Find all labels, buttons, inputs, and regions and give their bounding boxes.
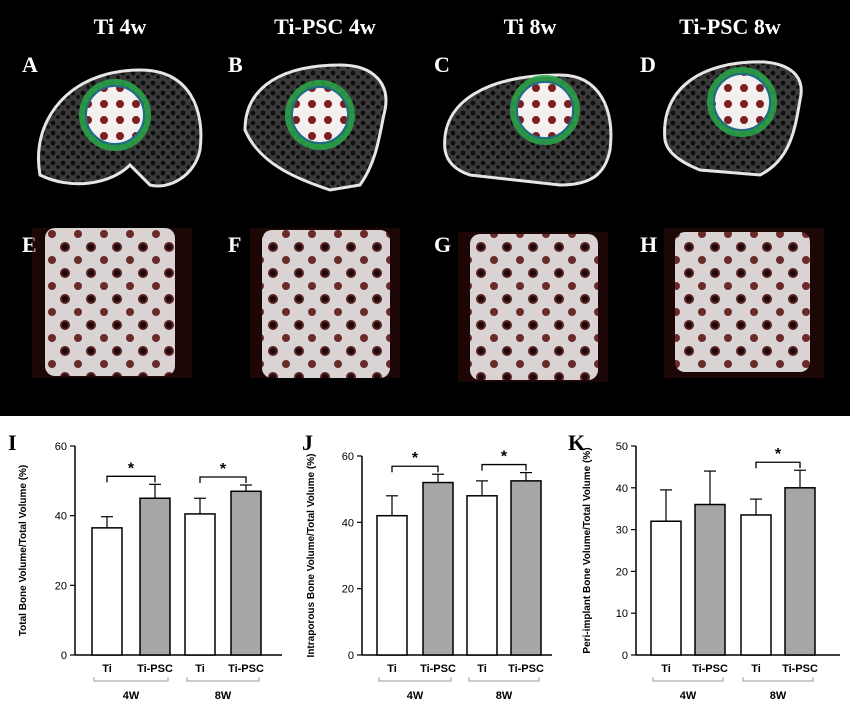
chart-letter-j: J — [302, 430, 313, 455]
y-tick-label: 60 — [342, 451, 354, 463]
group-label: 8W — [770, 690, 787, 702]
group-label: 4W — [680, 690, 697, 702]
x-tick-label: Ti-PSC — [508, 663, 544, 675]
column-title-ti-psc-4w: Ti-PSC 4w — [274, 14, 376, 39]
y-tick-label: 40 — [55, 511, 67, 523]
group-label: 8W — [496, 690, 513, 702]
y-axis-label: Intraporous Bone Volume/Total Volume (%) — [306, 454, 317, 658]
group-bracket — [186, 677, 260, 682]
bar — [650, 520, 682, 656]
bar — [510, 480, 542, 656]
panel-letter-f: F — [228, 232, 242, 257]
group-bracket — [378, 677, 452, 682]
y-tick-label: 40 — [342, 517, 354, 529]
group-bracket — [742, 677, 814, 682]
y-tick-label: 30 — [616, 525, 628, 537]
column-title-ti-8w: Ti 8w — [503, 14, 557, 39]
bar — [694, 503, 726, 656]
y-axis-label: Total Bone Volume/Total Volume (%) — [18, 465, 29, 636]
ct-section-a — [37, 68, 203, 188]
bar — [784, 487, 816, 656]
scaffold-render-f — [250, 228, 400, 378]
significance-bracket — [755, 461, 801, 469]
x-tick-label: Ti — [195, 663, 205, 675]
panel-letter-g: G — [434, 232, 452, 257]
significance-marker: * — [128, 460, 135, 477]
x-tick-label: Ti-PSC — [420, 663, 456, 675]
chart-letter-k: K — [568, 430, 586, 455]
column-title-ti-psc-8w: Ti-PSC 8w — [679, 14, 781, 39]
significance-marker: * — [220, 461, 227, 478]
significance-marker: * — [412, 450, 419, 467]
column-title-ti-4w: Ti 4w — [93, 14, 147, 39]
y-tick-label: 20 — [55, 580, 67, 592]
ct-section-c — [443, 73, 613, 187]
x-tick-label: Ti-PSC — [228, 663, 264, 675]
y-tick-label: 20 — [342, 584, 354, 596]
panel-letter-a: A — [22, 52, 38, 77]
y-tick-label: 20 — [616, 566, 628, 578]
x-tick-label: Ti-PSC — [137, 663, 173, 675]
x-tick-label: Ti — [661, 663, 671, 675]
ct-section-b — [243, 63, 388, 192]
panel-letter-h: H — [640, 232, 658, 257]
bar — [422, 481, 454, 656]
y-tick-label: 0 — [622, 650, 628, 662]
group-bracket — [652, 677, 724, 682]
chart-total-bone-volume: 0 20 40 60 Total Bone Volume/Total Volume (%… — [18, 441, 282, 702]
panel-letter-d: D — [640, 52, 656, 77]
y-tick-label: 10 — [616, 608, 628, 620]
chart-intraporous-bone-volume: 0 20 40 60 Intraporous Bone Volume/Total Vol… — [306, 449, 552, 702]
bar — [230, 490, 262, 656]
x-tick-label: Ti — [751, 663, 761, 675]
bar — [184, 513, 216, 656]
ct-section-d — [663, 60, 803, 177]
x-tick-label: Ti-PSC — [692, 663, 728, 675]
significance-bracket — [391, 465, 439, 473]
scaffold-render-e — [32, 228, 192, 378]
group-bracket — [93, 677, 169, 682]
y-tick-label: 0 — [61, 650, 67, 662]
x-tick-label: Ti — [477, 663, 487, 675]
significance-bracket — [106, 475, 156, 483]
y-tick-label: 60 — [55, 441, 67, 453]
bar — [466, 495, 498, 656]
y-axis-label: Peri-implant Bone Volume/Total Volume (%… — [582, 447, 593, 653]
bar — [376, 514, 408, 656]
y-tick-label: 50 — [616, 441, 628, 453]
bar — [740, 514, 772, 656]
significance-marker: * — [775, 446, 782, 463]
group-label: 4W — [407, 690, 424, 702]
y-tick-label: 40 — [616, 483, 628, 495]
significance-bracket — [481, 463, 527, 471]
bar — [139, 497, 171, 656]
y-tick-label: 0 — [348, 650, 354, 662]
bar — [91, 527, 123, 656]
scaffold-render-h — [664, 228, 824, 378]
x-tick-label: Ti — [387, 663, 397, 675]
scaffold-render-g — [458, 232, 608, 382]
x-tick-label: Ti-PSC — [782, 663, 818, 675]
micro-ct-images — [32, 60, 824, 382]
chart-peri-implant-bone-volume: 0 10 20 30 40 50 Peri-implant Bone Volume/Tota… — [582, 441, 840, 702]
panel-letter-b: B — [228, 52, 243, 77]
group-label: 8W — [215, 690, 232, 702]
bar-charts: I J K 0 20 40 60 Total Bone Volume/Total Vol… — [0, 416, 850, 714]
x-tick-label: Ti — [102, 663, 112, 675]
group-label: 4W — [123, 690, 140, 702]
group-bracket — [468, 677, 540, 682]
micro-ct-figure: Ti 4w Ti-PSC 4w Ti 8w Ti-PSC 8w A B C D … — [0, 0, 850, 416]
chart-letter-i: I — [8, 430, 17, 455]
significance-bracket — [199, 476, 247, 484]
panel-letter-c: C — [434, 52, 450, 77]
significance-marker: * — [501, 449, 508, 466]
